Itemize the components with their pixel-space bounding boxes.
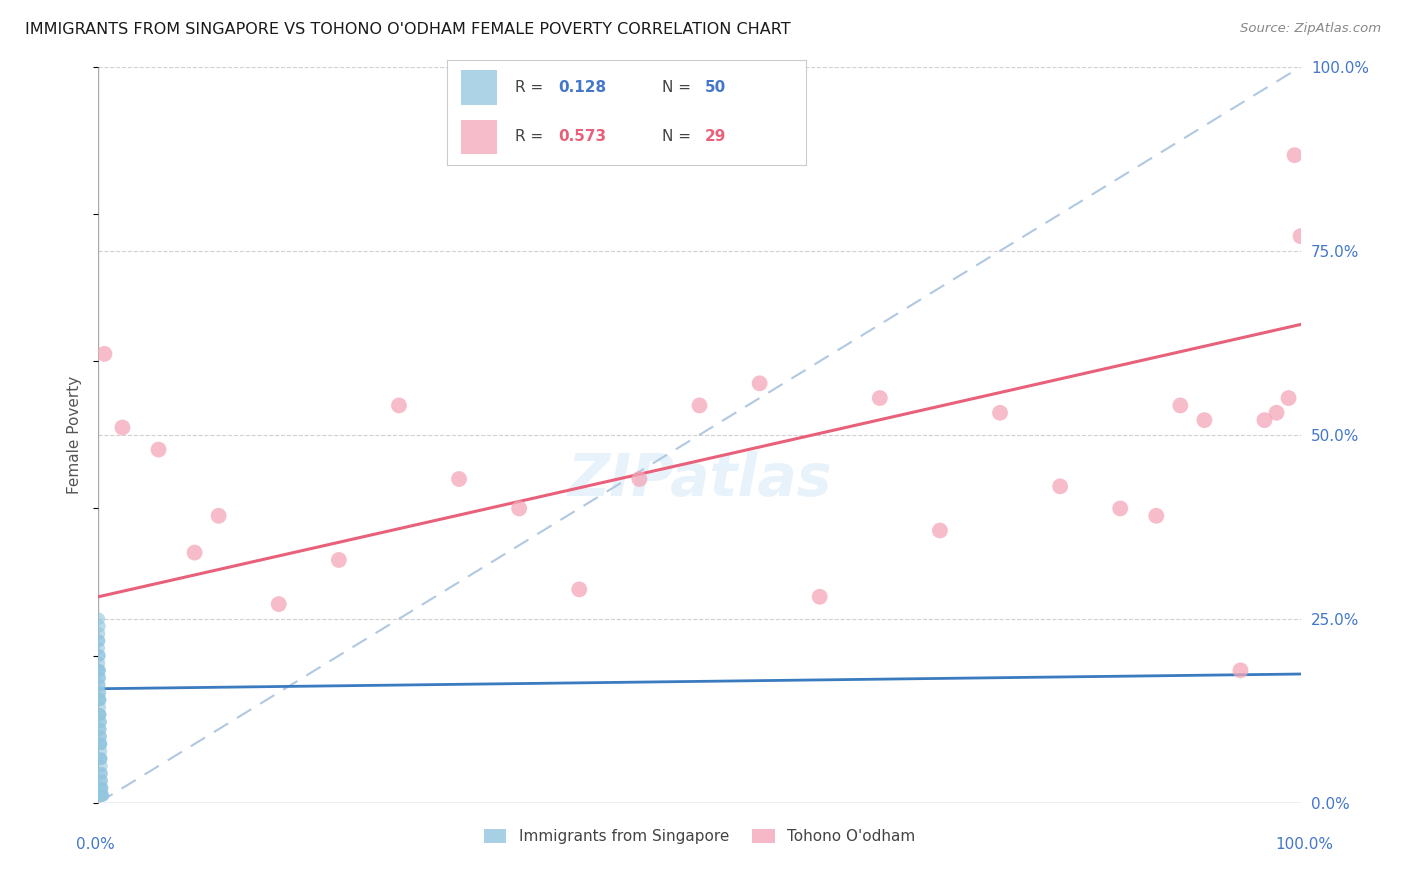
Point (89, 619, 111, 633)
Point (87, 648, 110, 663)
FancyBboxPatch shape (461, 120, 498, 154)
FancyBboxPatch shape (461, 70, 498, 105)
Point (87, 633, 110, 648)
Point (90, 751, 112, 765)
Point (89, 692, 111, 706)
Point (1284, 148, 1306, 162)
Legend: Immigrants from Singapore, Tohono O'odham: Immigrants from Singapore, Tohono O'odha… (478, 823, 921, 850)
Text: ZIPatlas: ZIPatlas (567, 450, 832, 508)
Text: R =: R = (515, 79, 544, 95)
Point (628, 472, 651, 486)
Y-axis label: Female Poverty: Female Poverty (67, 376, 83, 494)
Point (1289, 229, 1312, 244)
Point (90, 759, 112, 773)
Point (1170, 398, 1192, 412)
Point (91, 781, 114, 796)
Point (89, 678, 111, 692)
Point (1194, 413, 1216, 427)
Point (89, 707, 111, 722)
Text: IMMIGRANTS FROM SINGAPORE VS TOHONO O'ODHAM FEMALE POVERTY CORRELATION CHART: IMMIGRANTS FROM SINGAPORE VS TOHONO O'OD… (25, 22, 792, 37)
Point (508, 501, 530, 516)
Point (1277, 391, 1299, 405)
Point (89, 664, 111, 678)
Point (90, 766, 112, 780)
Point (89, 685, 111, 699)
Text: 0.573: 0.573 (558, 129, 606, 145)
Text: N =: N = (662, 79, 692, 95)
Point (89, 707, 111, 722)
Point (90, 773, 112, 788)
Point (91, 789, 114, 803)
Point (89, 685, 111, 699)
Point (89, 714, 111, 729)
Point (89, 633, 111, 648)
Point (90, 744, 112, 758)
Point (90, 714, 112, 729)
Text: R =: R = (515, 129, 544, 145)
Point (388, 398, 411, 412)
Point (90, 751, 112, 765)
Text: N =: N = (662, 129, 692, 145)
Point (1253, 413, 1275, 427)
Point (808, 590, 831, 604)
Point (87, 656, 110, 670)
Point (89, 707, 111, 722)
Point (89, 664, 111, 678)
Point (1109, 501, 1132, 516)
Point (90, 789, 112, 803)
Point (90, 737, 112, 751)
Point (89, 723, 111, 737)
Point (87, 641, 110, 656)
Text: 0.128: 0.128 (558, 79, 606, 95)
Text: 29: 29 (706, 129, 727, 145)
Point (90, 781, 112, 796)
Point (89, 626, 111, 640)
Point (91, 781, 114, 796)
Point (90, 751, 112, 765)
Point (89, 648, 111, 663)
Point (148, 442, 170, 457)
Point (91, 789, 114, 803)
Point (208, 508, 231, 523)
Point (1049, 479, 1071, 493)
Point (90, 730, 112, 744)
Point (111, 420, 134, 434)
Point (688, 398, 710, 412)
Point (267, 597, 290, 611)
Point (87, 612, 110, 626)
Point (89, 671, 111, 685)
Point (1265, 406, 1288, 420)
Point (90, 737, 112, 751)
Point (90, 773, 112, 788)
Point (90, 789, 112, 803)
Point (89, 692, 111, 706)
Point (87, 678, 110, 692)
Point (89, 671, 111, 685)
Point (1144, 508, 1167, 523)
Point (89, 664, 111, 678)
Point (183, 545, 205, 560)
Text: Source: ZipAtlas.com: Source: ZipAtlas.com (1240, 22, 1381, 36)
Point (90, 737, 112, 751)
Point (89, 723, 111, 737)
Point (869, 391, 891, 405)
Point (90, 766, 112, 780)
Point (988, 406, 1011, 420)
Point (328, 553, 350, 567)
Point (90, 730, 112, 744)
Point (89, 692, 111, 706)
Text: 0.0%: 0.0% (76, 837, 115, 852)
Point (928, 524, 950, 538)
Text: 50: 50 (706, 79, 727, 95)
Point (748, 376, 770, 391)
Point (1229, 664, 1251, 678)
Point (568, 582, 591, 597)
Point (93, 347, 115, 361)
Point (89, 700, 111, 714)
Point (447, 472, 470, 486)
Text: 100.0%: 100.0% (1275, 837, 1334, 852)
